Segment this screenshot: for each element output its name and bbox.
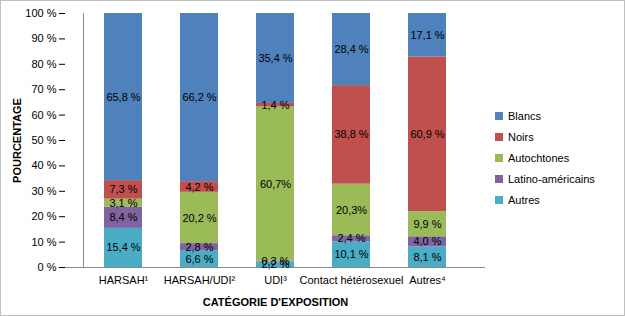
html-text:Noirs: Noirs (508, 131, 534, 143)
svg-text:0 %: 0 % (38, 261, 57, 273)
svg-text:9,9 %: 9,9 % (413, 218, 441, 230)
svg-text:Contact hétérosexuel: Contact hétérosexuel (300, 274, 404, 286)
svg-text:2,8 %: 2,8 % (185, 241, 213, 253)
svg-text:90 %: 90 % (31, 32, 56, 44)
html-text:Autochtones: Autochtones (508, 152, 570, 164)
svg-text:50 %: 50 % (31, 134, 56, 146)
svg-text:HARSAH/UDI²: HARSAH/UDI² (164, 274, 236, 286)
svg-text:CATÉGORIE D'EXPOSITION: CATÉGORIE D'EXPOSITION (203, 296, 348, 308)
svg-text:20,2 %: 20,2 % (182, 211, 216, 223)
svg-text:HARSAH¹: HARSAH¹ (99, 274, 149, 286)
svg-text:8,4 %: 8,4 % (109, 211, 137, 223)
svg-text:38,8 %: 38,8 % (334, 128, 368, 140)
svg-text:2,4 %: 2,4 % (337, 232, 365, 244)
svg-text:20,3%: 20,3% (336, 203, 367, 215)
svg-text:3,1 %: 3,1 % (109, 197, 137, 209)
svg-text:6,6 %: 6,6 % (185, 253, 213, 265)
svg-text:28,4 %: 28,4 % (334, 43, 368, 55)
svg-text:8,1 %: 8,1 % (413, 251, 441, 263)
svg-text:60 %: 60 % (31, 109, 56, 121)
svg-text:15,4 %: 15,4 % (106, 241, 140, 253)
svg-text:Autres⁴: Autres⁴ (409, 274, 446, 286)
svg-text:70 %: 70 % (31, 83, 56, 95)
svg-text:66,2 %: 66,2 % (182, 91, 216, 103)
svg-text:4,2 %: 4,2 % (185, 181, 213, 193)
svg-text:80 %: 80 % (31, 58, 56, 70)
svg-text:60,9 %: 60,9 % (410, 128, 444, 140)
svg-text:20 %: 20 % (31, 210, 56, 222)
svg-text:7,3 %: 7,3 % (109, 183, 137, 195)
svg-text:30 %: 30 % (31, 185, 56, 197)
svg-text:65,8 %: 65,8 % (106, 91, 140, 103)
svg-text:0,3 %: 0,3 % (261, 255, 289, 267)
html-text:Latino-américains: Latino-américains (508, 173, 595, 185)
svg-text:60,7%: 60,7% (260, 178, 291, 190)
svg-text:POURCENTAGE: POURCENTAGE (11, 98, 23, 183)
svg-text:UDI³: UDI³ (264, 274, 287, 286)
svg-text:17,1 %: 17,1 % (410, 29, 444, 41)
svg-text:10 %: 10 % (31, 236, 56, 248)
svg-text:100 %: 100 % (25, 7, 56, 19)
html-text:Blancs: Blancs (508, 110, 541, 122)
svg-text:1,4 %: 1,4 % (261, 99, 289, 111)
svg-text:10,1 %: 10,1 % (334, 248, 368, 260)
html-text:Autres: Autres (508, 194, 540, 206)
svg-text:40 %: 40 % (31, 159, 56, 171)
svg-text:4,0 %: 4,0 % (413, 235, 441, 247)
svg-text:35,4 %: 35,4 % (258, 52, 292, 64)
